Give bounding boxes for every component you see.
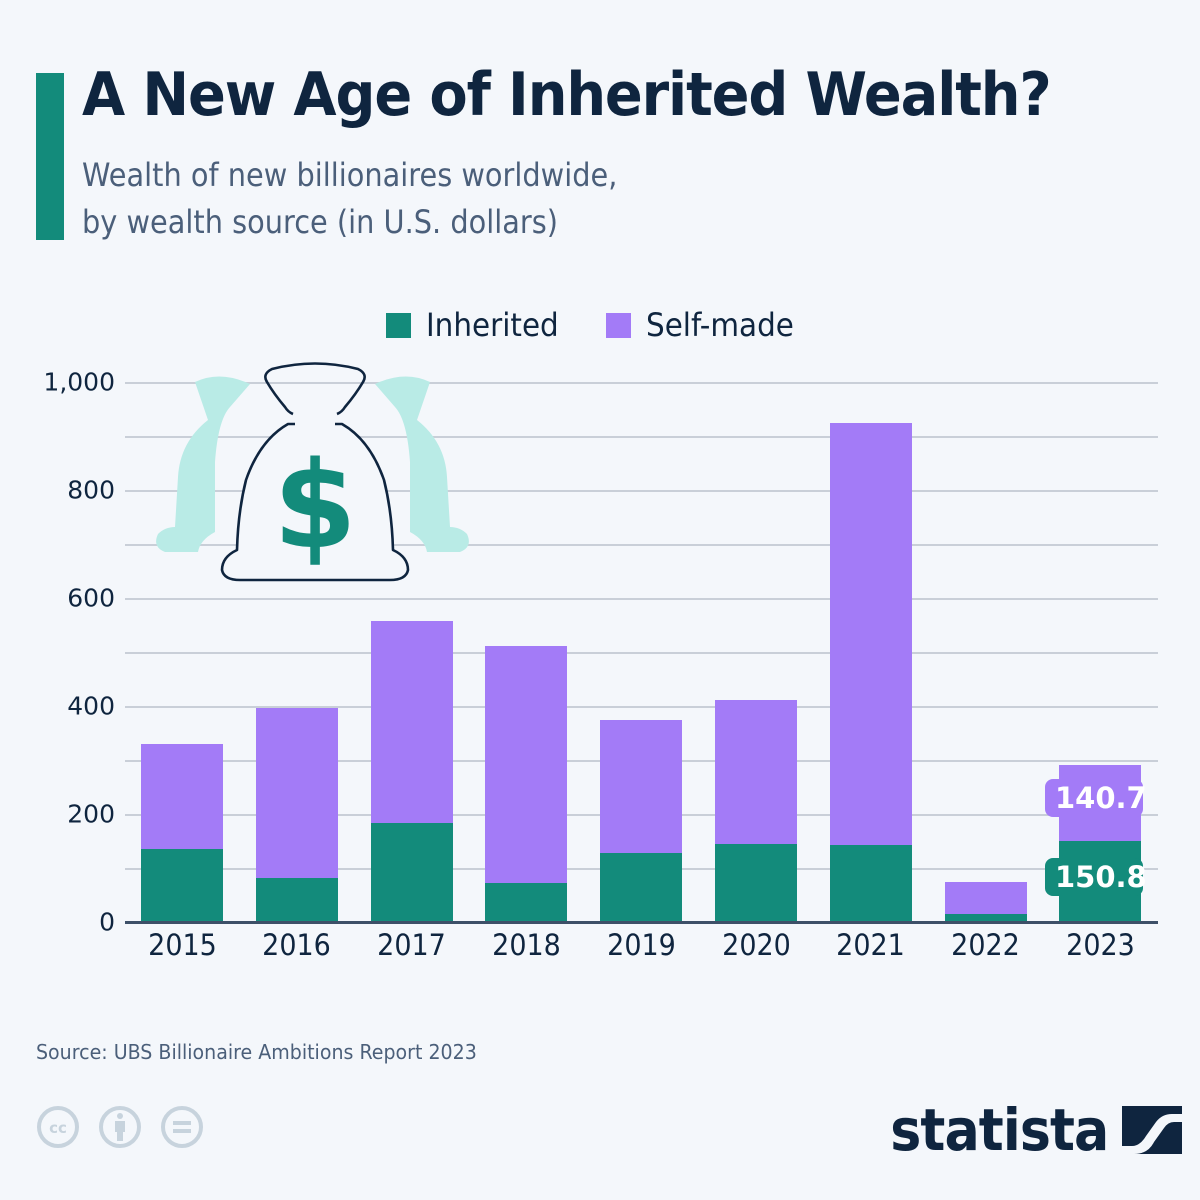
bar-segment-self-made [370,621,453,824]
x-tick-2016: 2016 [262,928,332,962]
bar-segment-inherited [829,844,912,922]
y-tick-200: 200 [67,799,115,829]
value-label-inherited-2023: 150.8 [1045,858,1147,896]
bar-2017 [370,621,453,922]
gridline [125,490,1158,492]
legend-item-self-made: Self-made [606,306,807,344]
value-label-self-made-2023: 140.7 [1045,779,1147,817]
gridline [125,598,1158,600]
bar-2022 [944,882,1027,922]
legend: Inherited Self-made [386,306,843,344]
bar-segment-inherited [141,848,223,922]
bar-2015 [141,743,223,922]
legend-label-inherited: Inherited [426,306,559,344]
statista-logo-icon [1122,1106,1183,1154]
bar-segment-self-made [255,707,338,878]
bar-2016 [255,707,338,922]
bar-segment-self-made [600,719,683,854]
bar-2019 [600,719,683,922]
svg-text:cc: cc [49,1119,67,1137]
statista-logo[interactable]: statista [866,1096,1183,1164]
x-tick-2022: 2022 [951,928,1020,962]
plot-area [125,382,1158,924]
bar-segment-self-made [141,743,223,849]
x-tick-2023: 2023 [1066,928,1135,962]
subtitle-line-1: Wealth of new billionaires worldwide, [82,156,618,194]
x-tick-2021: 2021 [836,928,906,962]
gridline [125,544,1158,546]
source-text: Source: UBS Billionaire Ambitions Report… [36,1040,477,1064]
x-tick-2019: 2019 [606,928,676,962]
legend-swatch-self-made [606,312,632,338]
logo-text: statista [890,1096,1109,1164]
bar-segment-self-made [485,645,568,883]
bar-2018 [485,645,568,922]
chart-subtitle: Wealth of new billionaires worldwide, by… [82,152,617,246]
license-icons: cc [36,1105,222,1149]
bar-segment-inherited [600,853,683,922]
title-accent-bar [36,73,64,240]
bar-2020 [715,699,797,922]
y-tick-1000: 1,000 [43,367,115,397]
money-bag-icon: $ [156,362,469,582]
bar-segment-self-made [944,882,1027,914]
legend-swatch-inherited [386,312,411,338]
x-tick-2020: 2020 [721,928,791,962]
gridline [125,382,1158,384]
attribution-icon[interactable] [98,1105,142,1149]
bar-segment-inherited [485,882,568,922]
y-tick-600: 600 [67,583,115,613]
bar-segment-inherited [715,843,797,922]
bar-2021 [829,422,912,922]
x-tick-2015: 2015 [147,928,217,962]
bar-segment-self-made [715,699,797,844]
subtitle-line-2: by wealth source (in U.S. dollars) [82,203,559,241]
svg-text:$: $ [273,437,357,576]
legend-label-self-made: Self-made [646,306,795,344]
y-tick-400: 400 [67,691,115,721]
bar-segment-inherited [944,913,1027,922]
no-derivatives-icon[interactable] [160,1105,204,1149]
gridline [125,436,1158,438]
gridline [125,706,1158,708]
x-tick-2018: 2018 [492,928,561,962]
x-axis-line [125,921,1158,924]
y-tick-0: 0 [99,907,115,937]
gridline [125,652,1158,654]
bar-segment-inherited [255,877,338,922]
cc-icon[interactable]: cc [36,1105,80,1149]
bar-segment-self-made [829,422,912,845]
y-tick-800: 800 [67,475,115,505]
bar-segment-inherited [370,823,453,922]
chart-title: A New Age of Inherited Wealth? [82,60,1052,130]
legend-item-inherited: Inherited [386,306,570,344]
x-tick-2017: 2017 [377,928,446,962]
